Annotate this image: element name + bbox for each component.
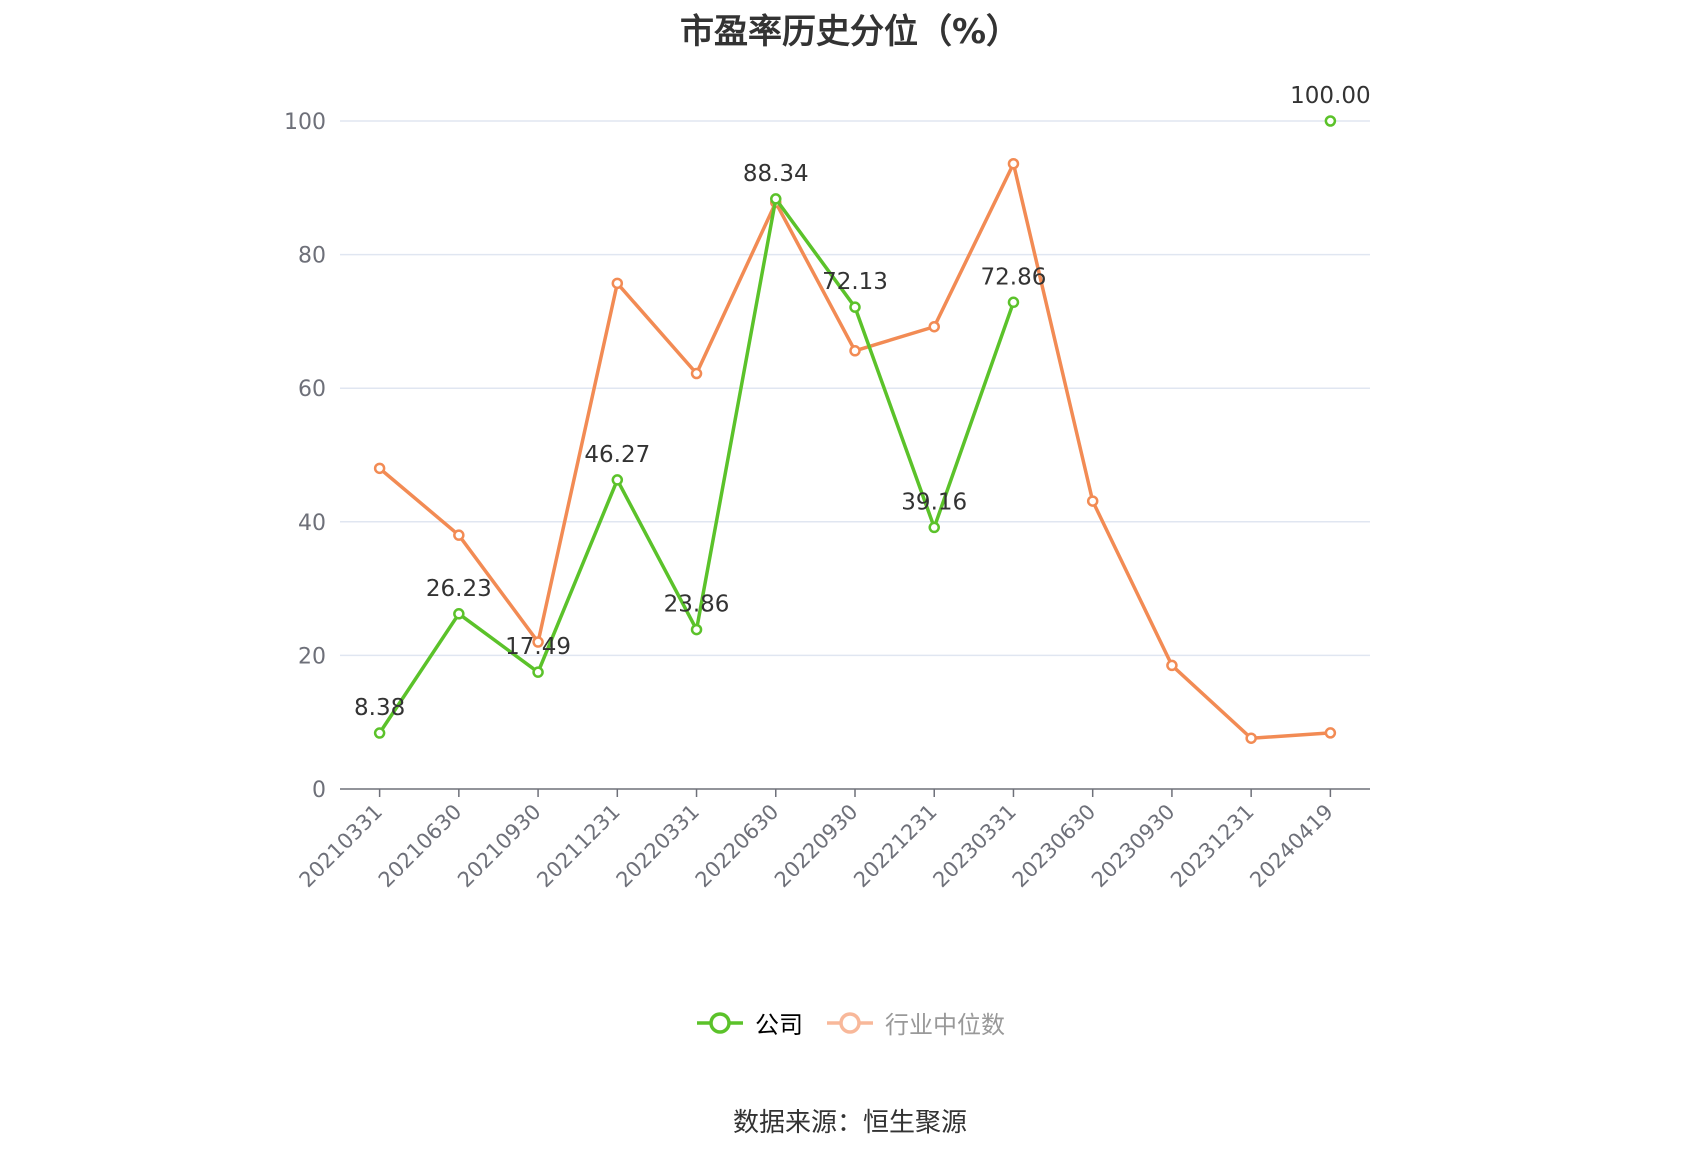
x-tick-label: 20220930 [770,800,863,893]
data-point-company[interactable] [453,608,465,620]
axis-layer: 0 20 40 60 80 100 2021033120210630202109302021… [284,110,1370,892]
data-point-company[interactable] [770,193,782,205]
x-tick-label: 20230630 [1008,800,1101,893]
data-point-company[interactable] [1007,296,1020,309]
data-point-industry[interactable] [1086,495,1099,507]
data-label-company: 46.27 [584,442,650,468]
data-point-company[interactable] [928,521,940,534]
data-point-company[interactable] [849,301,861,313]
y-tick-label: 0 [312,778,326,803]
legend-industry-line-icon [827,1011,873,1034]
data-point-industry[interactable] [690,367,703,380]
legend-item-industry[interactable]: 行业中位数 [825,1005,1005,1040]
data-point-company[interactable] [1324,115,1337,127]
data-point-industry[interactable] [611,277,624,290]
x-tick-label: 20231231 [1166,800,1259,893]
x-tick-label: 20230331 [928,800,1021,893]
data-point-industry[interactable] [1245,732,1257,744]
x-tick-label: 20210331 [295,800,388,893]
x-tick-label: 20220630 [691,800,784,893]
data-label-company: 72.13 [822,269,888,295]
legend-company-label: 公司 [755,1011,803,1039]
data-point-company[interactable] [611,474,624,486]
data-point-company[interactable] [373,727,386,739]
data-label-company: 88.34 [743,161,809,187]
data-point-industry[interactable] [453,529,465,541]
legend-industry-label: 行业中位数 [885,1011,1005,1039]
x-tick-label: 20240419 [1245,800,1338,893]
x-tick-label: 20211231 [532,800,625,893]
y-tick-label: 40 [298,511,326,536]
x-tick-label: 20230930 [1087,800,1180,893]
data-label-company: 72.86 [981,264,1047,290]
x-tick-label: 20210930 [453,800,546,893]
data-point-industry[interactable] [928,320,940,333]
grid-layer [340,120,1370,657]
data-point-company[interactable] [690,623,703,636]
y-tick-label: 20 [298,644,326,669]
data-label-company: 100.00 [1290,83,1370,109]
label-layer: 8.38 26.23 17.49 46.27 23.86 88.34 72.13 39.16 7… [354,83,1371,721]
legend: 公司 行业中位数 [0,1005,1700,1040]
data-label-company: 23.86 [664,592,730,618]
legend-item-company[interactable]: 公司 [695,1005,803,1040]
y-tick-label: 100 [284,110,326,135]
series-line-company [378,197,1016,734]
series-layer [373,115,1337,744]
legend-company-line-icon [697,1011,743,1034]
data-source-note: 数据来源：恒生聚源 [732,1108,967,1138]
data-point-industry[interactable] [532,636,544,648]
x-tick-label: 20220331 [612,800,705,893]
data-point-industry[interactable] [1324,727,1337,739]
data-label-company: 39.16 [901,489,967,515]
data-point-industry[interactable] [373,462,386,475]
chart-title: 市盈率历史分位（%） [679,12,1021,52]
data-label-company: 26.23 [426,576,492,602]
data-point-industry[interactable] [1166,659,1178,672]
y-tick-label: 80 [298,244,326,269]
data-label-company: 17.49 [505,634,571,660]
x-tick-label: 20210630 [374,800,467,893]
data-point-company[interactable] [532,666,544,678]
y-tick-label: 60 [298,377,326,402]
data-point-industry[interactable] [1007,158,1020,170]
data-point-industry[interactable] [849,345,861,357]
x-tick-label: 20221231 [849,800,942,893]
data-label-company: 8.38 [354,695,405,721]
